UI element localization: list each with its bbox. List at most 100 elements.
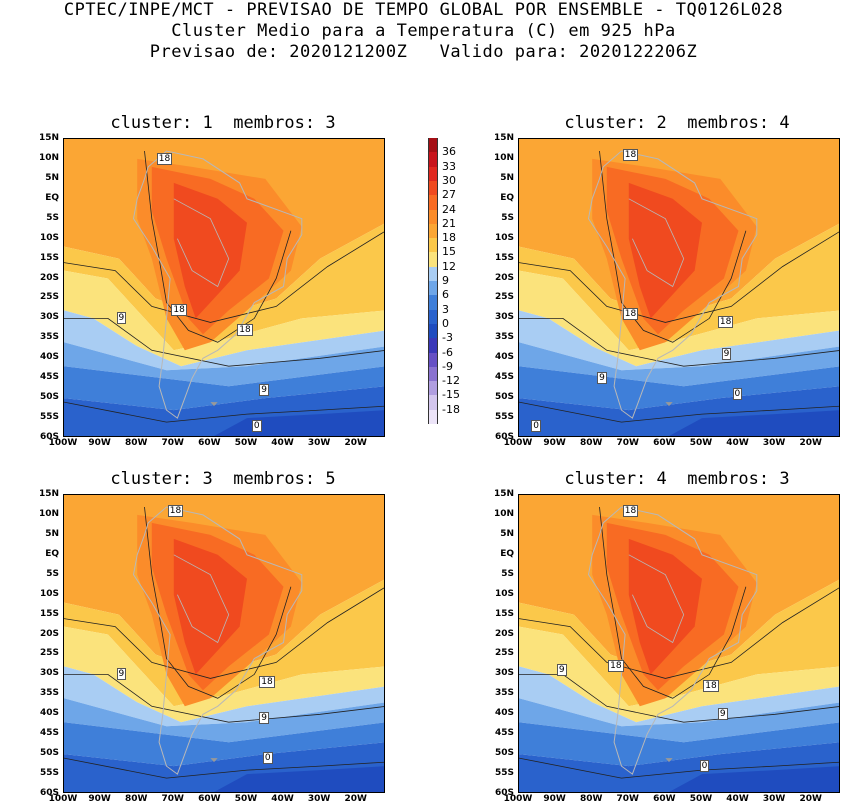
longitude-tick-label: 70W <box>616 438 639 448</box>
temperature-band-2 <box>64 270 384 367</box>
longitude-tick-label: 60W <box>653 794 676 804</box>
longitude-tick-label: 50W <box>234 794 258 804</box>
latitude-tick-label: 60S <box>494 432 514 442</box>
colorbar-segment <box>428 152 438 168</box>
longitude-tick-label: 20W <box>344 794 367 804</box>
latitude-tick-label: 35S <box>494 688 514 699</box>
longitude-tick-label: 100W <box>503 794 533 804</box>
longitude-tick-label: 30W <box>762 794 786 804</box>
latitude-tick-label: 50S <box>494 748 514 759</box>
colorbar-level-label: 30 <box>442 173 456 187</box>
country-borders <box>628 554 685 644</box>
panel-3-title: cluster: 3 membros: 5 <box>110 469 336 489</box>
latitude-tick-label: 5N <box>45 172 59 183</box>
colorbar-segment <box>428 366 438 382</box>
temperature-band-5 <box>519 722 839 767</box>
latitude-tick-label: 40S <box>494 352 514 363</box>
latitude-tick-label: 45S <box>494 372 514 383</box>
latitude-tick-label: 35S <box>39 688 59 699</box>
latitude-tick-label: EQ <box>500 192 514 203</box>
contour-line-3 <box>144 506 292 699</box>
temperature-band-5 <box>64 366 384 411</box>
latitude-tick-label: 10S <box>494 588 514 599</box>
colorbar-segment <box>428 238 438 253</box>
latitude-tick-label: 30S <box>494 312 514 323</box>
contour-label: 9 <box>259 384 269 397</box>
colorbar-segment <box>428 281 438 296</box>
colorbar-segment <box>428 266 438 282</box>
latitude-tick-label: 50S <box>39 748 59 759</box>
longitude-tick-label: 100W <box>48 794 78 804</box>
contour-label: 18 <box>622 504 639 517</box>
contour-label: 9 <box>259 712 269 725</box>
longitude-tick-label: 40W <box>271 438 294 448</box>
longitude-tick-label: 70W <box>161 438 184 448</box>
header-line-2: Cluster Medio para a Temperatura (C) em … <box>171 21 676 41</box>
latitude-tick-label: 35S <box>494 332 514 343</box>
temperature-band-10 <box>173 182 247 319</box>
latitude-tick-label: 15S <box>39 608 59 619</box>
longitude-tick-label: 50W <box>689 794 713 804</box>
latitude-tick-label: 25S <box>39 292 59 303</box>
temperature-band-3 <box>519 310 839 371</box>
colorbar-segment <box>428 252 438 268</box>
longitude-tick-label: 90W <box>88 794 111 804</box>
longitude-tick-label: 100W <box>48 438 78 448</box>
country-borders <box>628 198 685 288</box>
latitude-tick-label: 15N <box>493 133 514 143</box>
latitude-tick-label: 60S <box>494 788 514 798</box>
colorbar-segment <box>428 381 438 396</box>
contour-label: 18 <box>622 308 639 321</box>
longitude-tick-label: 80W <box>579 438 603 448</box>
panel-4-title: cluster: 4 membros: 3 <box>564 469 790 489</box>
falkland-islands <box>665 402 673 407</box>
latitude-tick-label: 55S <box>494 768 514 779</box>
latitude-tick-label: 25S <box>494 292 514 303</box>
temperature-band-7 <box>214 766 384 792</box>
colorbar-level-label: 3 <box>442 302 449 316</box>
contour-label: 9 <box>717 708 728 721</box>
latitude-tick-label: 25S <box>39 648 59 659</box>
temperature-band-2 <box>519 626 839 723</box>
latitude-tick-label: 60S <box>39 788 59 798</box>
latitude-tick-label: 5S <box>46 212 59 223</box>
longitude-tick-label: 50W <box>689 438 713 448</box>
latitude-tick-label: 40S <box>39 708 59 719</box>
colorbar-segment <box>428 223 438 239</box>
colorbar-level-label: 6 <box>442 288 449 302</box>
longitude-tick-label: 60W <box>198 438 221 448</box>
temperature-field <box>519 495 839 792</box>
panel-2-map: 18 18 18 9 9 0 0 <box>518 138 840 437</box>
latitude-tick-label: 10N <box>493 152 514 163</box>
latitude-tick-label: 50S <box>494 392 514 403</box>
colorbar-level-label: 36 <box>442 145 456 159</box>
temperature-band-10 <box>173 538 247 675</box>
latitude-tick-label: 10S <box>494 232 514 243</box>
temperature-field <box>519 139 839 436</box>
south-america-coastline <box>132 506 303 775</box>
longitude-tick-label: 40W <box>726 438 749 448</box>
colorbar-segment <box>428 352 438 368</box>
latitude-tick-label: 30S <box>494 668 514 679</box>
panel-3-map: 18 9 18 9 0 <box>63 494 385 793</box>
country-borders <box>173 554 230 644</box>
colorbar-segment <box>428 195 438 210</box>
latitude-tick-label: 55S <box>39 412 59 423</box>
colorbar-segment <box>428 180 438 196</box>
longitude-tick-label: 30W <box>307 438 331 448</box>
colorbar-level-label: -18 <box>442 402 460 416</box>
colorbar-level-label: 21 <box>442 216 456 230</box>
contour-line-3 <box>144 150 292 343</box>
contour-label: 9 <box>116 668 127 681</box>
latitude-tick-label: 5N <box>500 528 514 539</box>
latitude-tick-label: 15N <box>493 489 514 499</box>
contour-line-1 <box>519 317 839 367</box>
contour-label: 18 <box>237 324 253 337</box>
colorbar-segment <box>428 323 438 339</box>
latitude-tick-label: 15S <box>494 252 514 263</box>
contour-line-0 <box>519 231 839 323</box>
colorbar-level-label: 0 <box>442 316 449 330</box>
temperature-band-4 <box>519 698 839 743</box>
latitude-tick-label: 5S <box>501 212 514 223</box>
latitude-tick-label: 5S <box>501 568 514 579</box>
